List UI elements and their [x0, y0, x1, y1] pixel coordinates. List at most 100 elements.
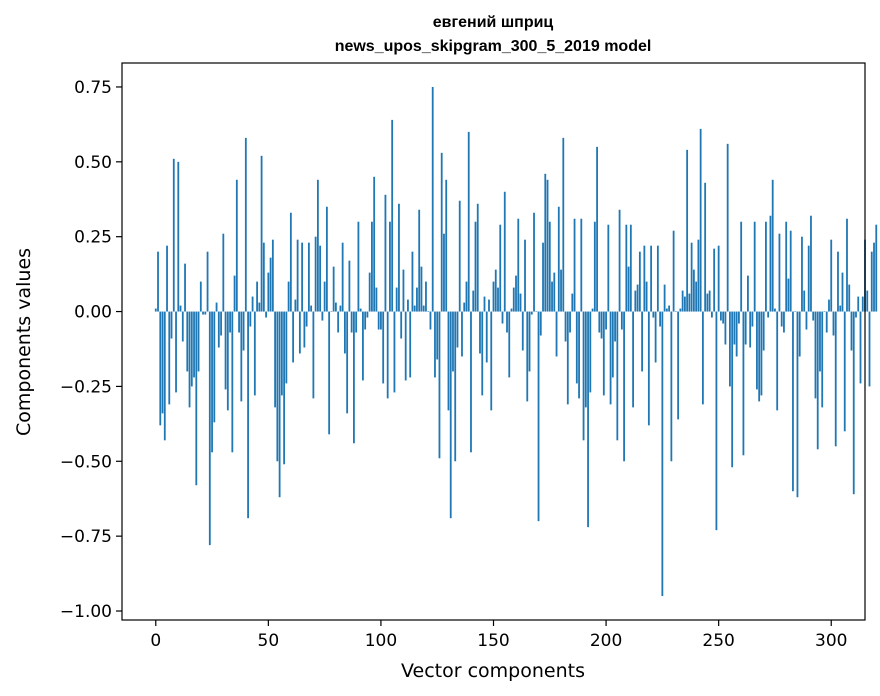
bar-37	[238, 311, 240, 333]
bar-301	[832, 311, 835, 336]
bar-235	[683, 296, 686, 312]
bar-155	[503, 191, 506, 312]
bar-234	[681, 290, 684, 312]
bar-62	[294, 299, 297, 312]
bar-133	[454, 311, 457, 462]
bar-118	[420, 266, 423, 312]
bar-84	[344, 311, 346, 354]
bar-40	[244, 137, 247, 312]
x-tick-label: 0	[150, 631, 161, 651]
bar-123	[431, 86, 434, 312]
bar-203	[611, 311, 614, 378]
bars	[154, 86, 878, 597]
bar-250	[717, 245, 720, 312]
bar-126	[438, 311, 441, 459]
bar-217	[643, 245, 646, 312]
bar-144	[479, 311, 481, 354]
bar-178	[555, 311, 558, 357]
bar-171	[539, 311, 542, 336]
bar-43	[251, 296, 254, 312]
bar-207	[620, 311, 623, 330]
bar-91	[359, 308, 362, 312]
bar-255	[729, 311, 731, 387]
bar-212	[632, 311, 634, 408]
bar-147	[485, 311, 488, 363]
bar-27	[215, 302, 218, 312]
bar-11	[179, 305, 182, 312]
bar-293	[814, 311, 817, 399]
bar-163	[521, 311, 524, 351]
bar-108	[398, 203, 400, 312]
bar-86	[348, 260, 351, 312]
bar-220	[650, 245, 653, 312]
bar-309	[850, 311, 853, 351]
bar-280	[785, 221, 788, 312]
bar-26	[213, 311, 216, 423]
bar-180	[560, 269, 562, 312]
bar-279	[783, 311, 785, 333]
bar-277	[778, 233, 781, 312]
bar-183	[566, 311, 569, 405]
bar-289	[805, 311, 808, 330]
bar-87	[350, 311, 353, 333]
bar-243	[701, 311, 704, 405]
bar-253	[724, 311, 727, 345]
bar-310	[852, 311, 855, 495]
bar-13	[184, 263, 186, 312]
bar-251	[720, 311, 722, 321]
bar-156	[506, 311, 508, 333]
x-tick-label: 250	[702, 631, 734, 651]
bar-149	[490, 311, 493, 411]
y-tick-label: −0.75	[60, 527, 112, 547]
x-tick-label: 50	[258, 631, 280, 651]
bar-67	[305, 311, 308, 327]
bar-141	[472, 290, 475, 312]
bar-22	[204, 311, 207, 315]
bar-254	[726, 143, 729, 312]
bar-135	[458, 200, 461, 312]
bar-72	[316, 179, 319, 312]
bar-222	[654, 311, 657, 363]
bar-284	[794, 311, 797, 312]
bar-166	[528, 311, 531, 372]
bar-159	[512, 287, 515, 312]
bar-290	[807, 245, 810, 312]
bar-110	[402, 269, 405, 312]
bar-229	[670, 311, 673, 462]
bar-134	[456, 311, 459, 348]
bar-210	[627, 266, 630, 312]
bar-30	[222, 233, 225, 312]
bar-12	[181, 311, 184, 342]
chart-title: евгений шприц	[433, 14, 554, 31]
bar-175	[548, 221, 551, 312]
bar-168	[533, 212, 535, 312]
bar-10	[177, 161, 180, 312]
bar-21	[202, 311, 204, 315]
bar-266	[753, 221, 756, 312]
bar-296	[821, 311, 824, 408]
bar-82	[339, 305, 342, 312]
bar-47	[260, 155, 263, 312]
bar-146	[483, 296, 486, 312]
bar-319	[873, 242, 875, 312]
bar-120	[425, 281, 427, 312]
bar-35	[233, 275, 236, 312]
bar-31	[224, 311, 227, 390]
bar-101	[382, 311, 385, 384]
bar-158	[510, 308, 513, 312]
bar-20	[199, 281, 202, 312]
bar-106	[393, 311, 396, 393]
bar-55	[278, 311, 281, 498]
bar-304	[839, 305, 842, 312]
bar-50	[267, 272, 270, 312]
bar-242	[699, 128, 702, 312]
bar-142	[474, 221, 477, 312]
bar-268	[758, 311, 761, 402]
y-tick-label: 0.00	[74, 303, 112, 323]
bar-130	[447, 311, 450, 411]
bar-113	[409, 311, 412, 378]
bar-230	[672, 230, 675, 312]
y-tick-label: 0.25	[74, 228, 112, 248]
bar-211	[629, 224, 632, 312]
bar-259	[738, 311, 740, 324]
